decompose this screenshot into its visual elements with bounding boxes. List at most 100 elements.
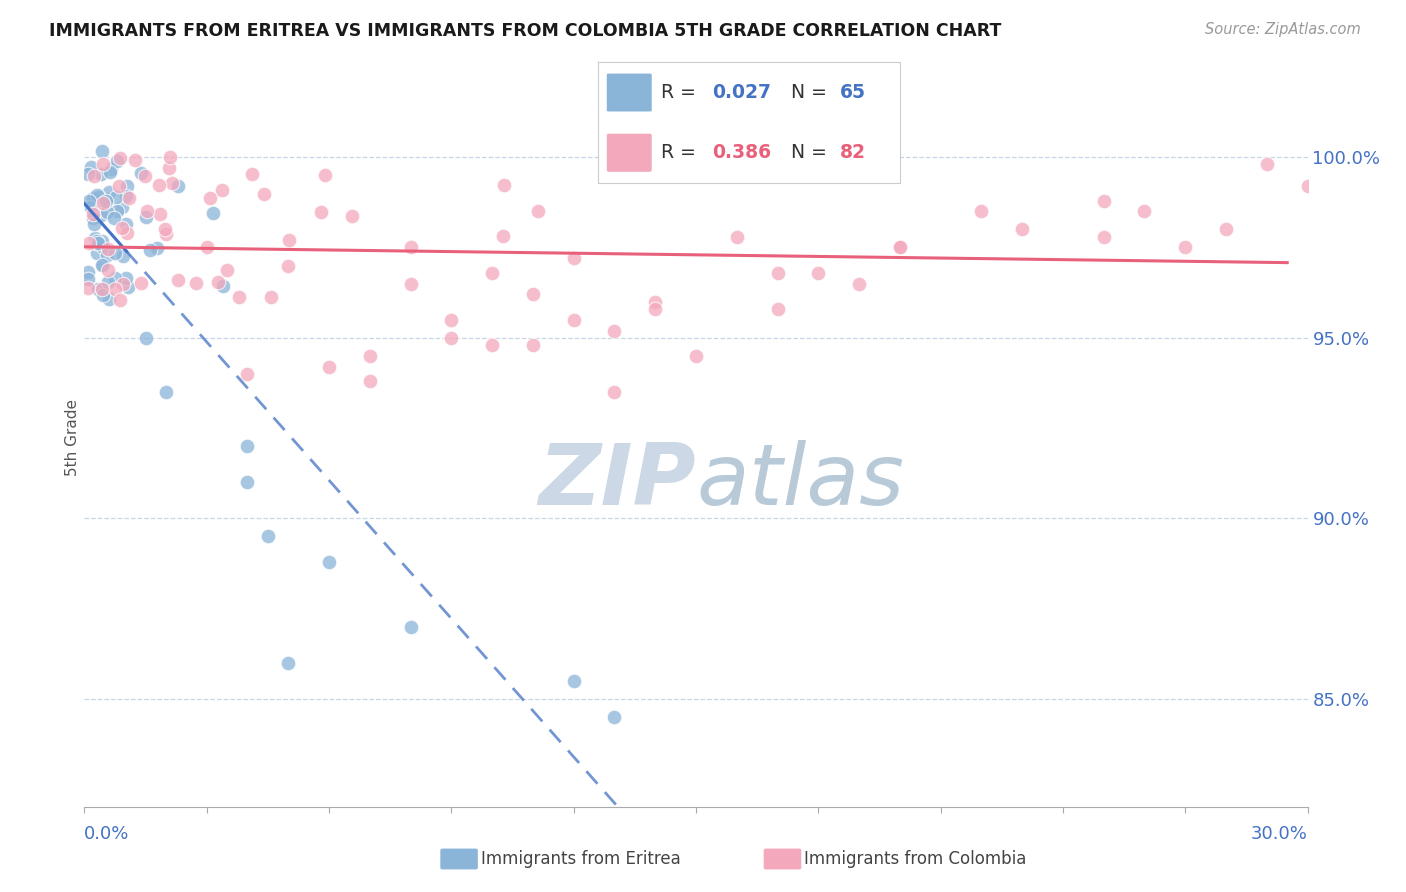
Point: [167, 179, 190, 194]
Point: [848, 277, 870, 291]
FancyBboxPatch shape: [606, 73, 652, 112]
Point: [118, 191, 141, 205]
Point: [115, 227, 138, 241]
Point: [146, 241, 169, 255]
Point: [115, 178, 138, 193]
Point: [211, 278, 233, 293]
Text: 30.0%: 30.0%: [1251, 825, 1308, 843]
Point: [91, 282, 114, 296]
Point: [492, 178, 515, 192]
Point: [107, 179, 129, 194]
Point: [644, 301, 666, 316]
Point: [124, 153, 146, 168]
Point: [77, 194, 100, 209]
Point: [1256, 157, 1278, 171]
Point: [105, 204, 128, 219]
Point: [131, 276, 153, 290]
Point: [90, 258, 112, 272]
Point: [91, 193, 114, 207]
Point: [766, 301, 789, 316]
Point: [522, 287, 544, 301]
Point: [77, 167, 100, 181]
Point: [114, 217, 136, 231]
Point: [314, 168, 336, 182]
Point: [115, 270, 138, 285]
Point: [108, 151, 131, 165]
Point: [112, 277, 135, 292]
Point: [148, 207, 170, 221]
Point: [359, 374, 381, 388]
Point: [77, 265, 100, 279]
Point: [1296, 179, 1319, 194]
Point: [97, 263, 120, 277]
Point: [562, 312, 585, 326]
Point: [155, 222, 177, 236]
Point: [91, 234, 114, 248]
Point: [277, 259, 299, 273]
Text: Source: ZipAtlas.com: Source: ZipAtlas.com: [1205, 22, 1361, 37]
Point: [103, 211, 125, 225]
Point: [260, 290, 283, 304]
Point: [131, 166, 153, 180]
Point: [97, 242, 120, 256]
Point: [562, 673, 585, 688]
Point: [970, 204, 993, 219]
Point: [86, 246, 108, 260]
Point: [79, 200, 101, 214]
Point: [134, 169, 156, 183]
Point: [889, 240, 911, 254]
Text: 0.0%: 0.0%: [84, 825, 129, 843]
Point: [79, 235, 101, 250]
Point: [98, 292, 121, 306]
Point: [91, 240, 114, 254]
Point: [159, 150, 181, 164]
Point: [603, 384, 626, 399]
Point: [603, 324, 626, 338]
Text: atlas: atlas: [696, 440, 904, 523]
Point: [766, 266, 789, 280]
Point: [77, 271, 100, 285]
Point: [110, 293, 132, 308]
Point: [318, 359, 340, 374]
Point: [111, 200, 134, 214]
Point: [83, 217, 105, 231]
Point: [236, 475, 259, 490]
Point: [94, 194, 117, 208]
Point: [257, 529, 280, 543]
Text: 65: 65: [839, 83, 865, 102]
Point: [195, 240, 218, 254]
Point: [155, 227, 177, 241]
Point: [167, 273, 190, 287]
Point: [253, 186, 276, 201]
Point: [309, 205, 332, 219]
Point: [184, 276, 207, 290]
Point: [278, 233, 301, 247]
Point: [162, 176, 184, 190]
Point: [359, 349, 381, 363]
Point: [236, 439, 259, 453]
Point: [725, 229, 748, 244]
Point: [90, 167, 112, 181]
Point: [481, 266, 503, 280]
Point: [440, 312, 463, 326]
Point: [135, 204, 157, 219]
Point: [135, 331, 157, 345]
Point: [228, 290, 250, 304]
Point: [91, 195, 114, 210]
Point: [77, 281, 100, 295]
Y-axis label: 5th Grade: 5th Grade: [65, 399, 80, 475]
Point: [104, 282, 127, 296]
Text: Immigrants from Eritrea: Immigrants from Eritrea: [481, 850, 681, 868]
Point: [104, 271, 127, 285]
Point: [80, 161, 103, 175]
Point: [91, 144, 114, 158]
Point: [240, 167, 263, 181]
Point: [318, 555, 340, 569]
Point: [527, 204, 550, 219]
Text: IMMIGRANTS FROM ERITREA VS IMMIGRANTS FROM COLOMBIA 5TH GRADE CORRELATION CHART: IMMIGRANTS FROM ERITREA VS IMMIGRANTS FR…: [49, 22, 1001, 40]
Point: [644, 294, 666, 309]
Text: R =: R =: [661, 83, 702, 102]
Point: [399, 240, 422, 254]
Text: R =: R =: [661, 144, 702, 162]
Point: [603, 710, 626, 724]
